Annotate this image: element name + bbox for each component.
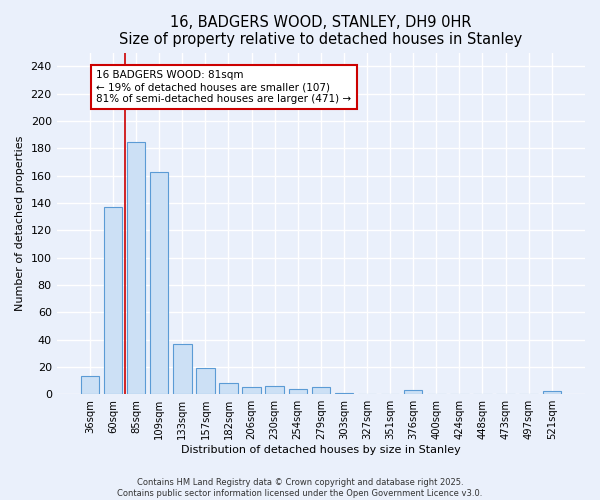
Bar (404, 390, 422, 394)
Text: 16 BADGERS WOOD: 81sqm
← 19% of detached houses are smaller (107)
81% of semi-de: 16 BADGERS WOOD: 81sqm ← 19% of detached… (97, 70, 352, 104)
Title: 16, BADGERS WOOD, STANLEY, DH9 0HR
Size of property relative to detached houses : 16, BADGERS WOOD, STANLEY, DH9 0HR Size … (119, 15, 523, 48)
Bar (289, 388, 307, 394)
Bar (173, 344, 191, 394)
Bar (265, 386, 284, 394)
Y-axis label: Number of detached properties: Number of detached properties (15, 136, 25, 311)
Bar (127, 142, 145, 394)
Bar (219, 384, 238, 394)
Bar (104, 207, 122, 394)
Bar (242, 388, 261, 394)
Bar (335, 393, 353, 394)
Bar (80, 376, 99, 394)
Text: Contains HM Land Registry data © Crown copyright and database right 2025.
Contai: Contains HM Land Registry data © Crown c… (118, 478, 482, 498)
Bar (196, 368, 215, 394)
Bar (311, 388, 330, 394)
Bar (542, 392, 561, 394)
Bar (150, 172, 169, 394)
X-axis label: Distribution of detached houses by size in Stanley: Distribution of detached houses by size … (181, 445, 461, 455)
